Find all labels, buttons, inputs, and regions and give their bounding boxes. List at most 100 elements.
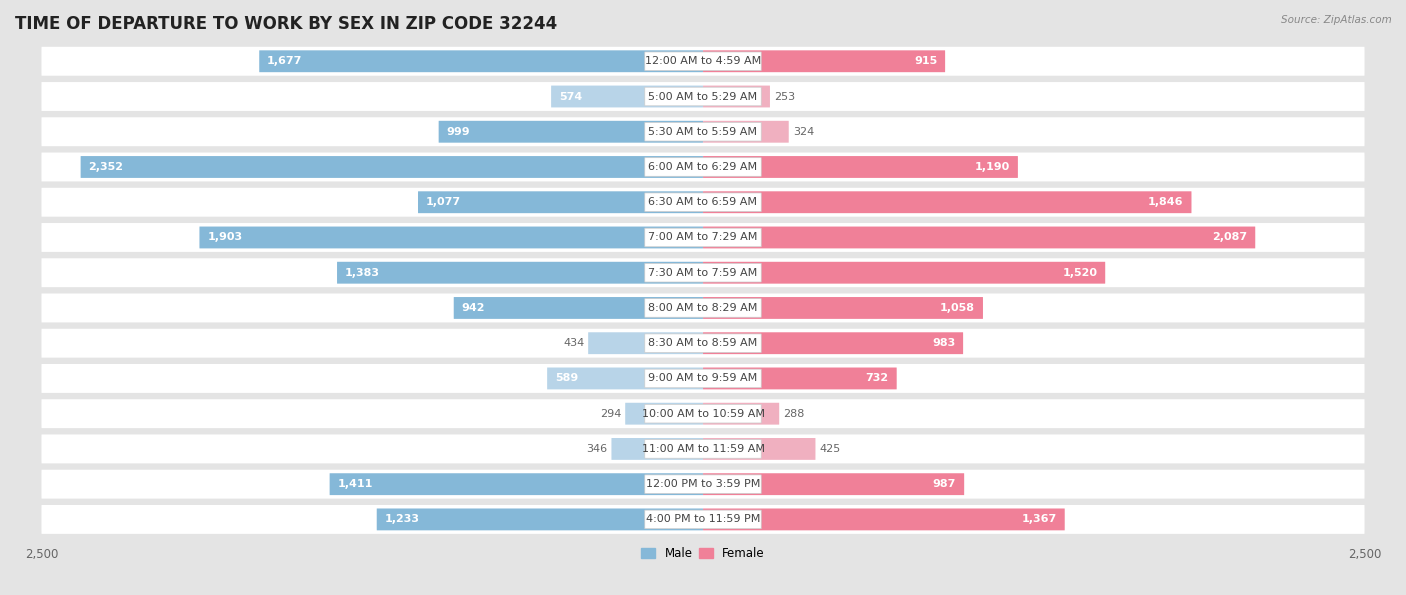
FancyBboxPatch shape <box>80 156 703 178</box>
Text: 1,846: 1,846 <box>1149 197 1184 207</box>
FancyBboxPatch shape <box>454 297 703 319</box>
FancyBboxPatch shape <box>703 297 983 319</box>
FancyBboxPatch shape <box>41 505 1365 534</box>
Text: 294: 294 <box>600 409 621 419</box>
FancyBboxPatch shape <box>645 52 761 71</box>
FancyBboxPatch shape <box>551 86 703 108</box>
Text: TIME OF DEPARTURE TO WORK BY SEX IN ZIP CODE 32244: TIME OF DEPARTURE TO WORK BY SEX IN ZIP … <box>15 15 557 33</box>
FancyBboxPatch shape <box>41 364 1365 393</box>
Text: 8:30 AM to 8:59 AM: 8:30 AM to 8:59 AM <box>648 338 758 348</box>
Text: 987: 987 <box>932 479 956 489</box>
FancyBboxPatch shape <box>645 123 761 141</box>
FancyBboxPatch shape <box>41 399 1365 428</box>
FancyBboxPatch shape <box>703 368 897 389</box>
Text: 1,190: 1,190 <box>974 162 1010 172</box>
FancyBboxPatch shape <box>645 193 761 211</box>
Text: 8:00 AM to 8:29 AM: 8:00 AM to 8:29 AM <box>648 303 758 313</box>
Text: 1,058: 1,058 <box>941 303 974 313</box>
Text: 2,352: 2,352 <box>89 162 124 172</box>
Text: 915: 915 <box>914 57 938 66</box>
FancyBboxPatch shape <box>703 192 1191 213</box>
FancyBboxPatch shape <box>439 121 703 143</box>
Text: 2,087: 2,087 <box>1212 233 1247 243</box>
Text: 5:00 AM to 5:29 AM: 5:00 AM to 5:29 AM <box>648 92 758 102</box>
FancyBboxPatch shape <box>645 87 761 106</box>
Text: 434: 434 <box>562 338 583 348</box>
FancyBboxPatch shape <box>645 510 761 529</box>
Text: 732: 732 <box>866 374 889 383</box>
FancyBboxPatch shape <box>41 434 1365 464</box>
Text: 6:30 AM to 6:59 AM: 6:30 AM to 6:59 AM <box>648 197 758 207</box>
Text: 11:00 AM to 11:59 AM: 11:00 AM to 11:59 AM <box>641 444 765 454</box>
Text: 288: 288 <box>783 409 804 419</box>
Text: 9:00 AM to 9:59 AM: 9:00 AM to 9:59 AM <box>648 374 758 383</box>
FancyBboxPatch shape <box>703 509 1064 530</box>
FancyBboxPatch shape <box>645 334 761 352</box>
Text: 324: 324 <box>793 127 814 137</box>
Legend: Male, Female: Male, Female <box>637 542 769 565</box>
FancyBboxPatch shape <box>645 299 761 317</box>
FancyBboxPatch shape <box>645 264 761 282</box>
Text: 12:00 AM to 4:59 AM: 12:00 AM to 4:59 AM <box>645 57 761 66</box>
Text: 5:30 AM to 5:59 AM: 5:30 AM to 5:59 AM <box>648 127 758 137</box>
Text: Source: ZipAtlas.com: Source: ZipAtlas.com <box>1281 15 1392 25</box>
FancyBboxPatch shape <box>703 51 945 72</box>
Text: 999: 999 <box>447 127 470 137</box>
FancyBboxPatch shape <box>41 258 1365 287</box>
Text: 983: 983 <box>932 338 955 348</box>
FancyBboxPatch shape <box>259 51 703 72</box>
Text: 574: 574 <box>560 92 582 102</box>
FancyBboxPatch shape <box>703 121 789 143</box>
FancyBboxPatch shape <box>377 509 703 530</box>
FancyBboxPatch shape <box>329 473 703 495</box>
FancyBboxPatch shape <box>588 332 703 354</box>
Text: 4:00 PM to 11:59 PM: 4:00 PM to 11:59 PM <box>645 515 761 524</box>
Text: 1,677: 1,677 <box>267 57 302 66</box>
FancyBboxPatch shape <box>41 188 1365 217</box>
FancyBboxPatch shape <box>41 152 1365 181</box>
FancyBboxPatch shape <box>703 156 1018 178</box>
FancyBboxPatch shape <box>703 262 1105 284</box>
FancyBboxPatch shape <box>645 475 761 493</box>
Text: 346: 346 <box>586 444 607 454</box>
FancyBboxPatch shape <box>703 227 1256 248</box>
Text: 589: 589 <box>555 374 578 383</box>
FancyBboxPatch shape <box>703 86 770 108</box>
FancyBboxPatch shape <box>703 332 963 354</box>
FancyBboxPatch shape <box>41 469 1365 499</box>
Text: 1,233: 1,233 <box>385 515 419 524</box>
FancyBboxPatch shape <box>337 262 703 284</box>
Text: 942: 942 <box>461 303 485 313</box>
FancyBboxPatch shape <box>645 228 761 247</box>
FancyBboxPatch shape <box>41 117 1365 146</box>
Text: 7:00 AM to 7:29 AM: 7:00 AM to 7:29 AM <box>648 233 758 243</box>
FancyBboxPatch shape <box>41 82 1365 111</box>
Text: 6:00 AM to 6:29 AM: 6:00 AM to 6:29 AM <box>648 162 758 172</box>
Text: 1,520: 1,520 <box>1063 268 1097 278</box>
Text: 425: 425 <box>820 444 841 454</box>
Text: 1,411: 1,411 <box>337 479 373 489</box>
Text: 7:30 AM to 7:59 AM: 7:30 AM to 7:59 AM <box>648 268 758 278</box>
FancyBboxPatch shape <box>547 368 703 389</box>
FancyBboxPatch shape <box>418 192 703 213</box>
FancyBboxPatch shape <box>200 227 703 248</box>
Text: 10:00 AM to 10:59 AM: 10:00 AM to 10:59 AM <box>641 409 765 419</box>
Text: 1,903: 1,903 <box>207 233 242 243</box>
FancyBboxPatch shape <box>703 473 965 495</box>
FancyBboxPatch shape <box>645 158 761 176</box>
Text: 1,367: 1,367 <box>1022 515 1057 524</box>
FancyBboxPatch shape <box>645 405 761 423</box>
FancyBboxPatch shape <box>41 47 1365 76</box>
Text: 1,077: 1,077 <box>426 197 461 207</box>
FancyBboxPatch shape <box>703 438 815 460</box>
FancyBboxPatch shape <box>645 440 761 458</box>
FancyBboxPatch shape <box>41 329 1365 358</box>
FancyBboxPatch shape <box>703 403 779 425</box>
FancyBboxPatch shape <box>645 369 761 388</box>
FancyBboxPatch shape <box>41 223 1365 252</box>
Text: 253: 253 <box>773 92 794 102</box>
FancyBboxPatch shape <box>626 403 703 425</box>
FancyBboxPatch shape <box>612 438 703 460</box>
Text: 1,383: 1,383 <box>344 268 380 278</box>
FancyBboxPatch shape <box>41 293 1365 322</box>
